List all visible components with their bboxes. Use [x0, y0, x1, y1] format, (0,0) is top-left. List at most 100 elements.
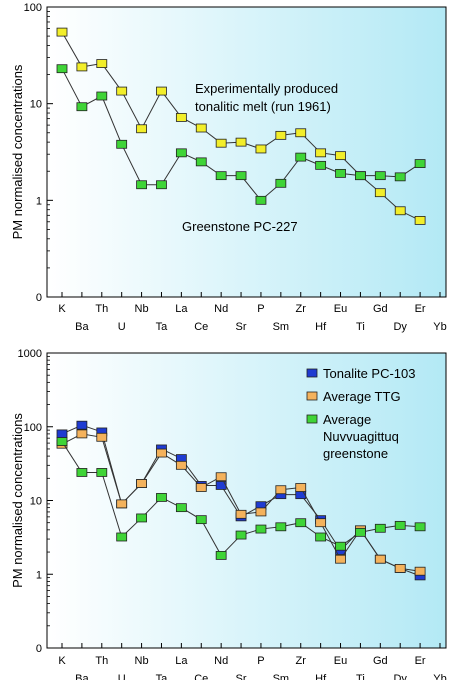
x-tick-label-Dy: Dy: [393, 673, 407, 680]
x-tick-label-Ba: Ba: [75, 321, 89, 333]
annotation-greenstone: Greenstone PC-227: [182, 219, 298, 234]
data-point: [175, 148, 187, 158]
data-point: [156, 448, 167, 458]
data-point: [96, 468, 108, 477]
x-tick-label-Dy: Dy: [393, 321, 407, 333]
y-tick-label: 0: [36, 643, 42, 655]
y-tick-label: 100: [24, 422, 42, 434]
x-tick-label-Er: Er: [415, 303, 426, 315]
plot-area: [46, 6, 447, 298]
data-point: [335, 554, 346, 564]
series-2-3: [56, 437, 426, 560]
chart-panel-1: 0 1 10 100 PM normalised concentrations K Ba Th…: [10, 2, 447, 333]
x-tick-label-Hf: Hf: [315, 673, 327, 680]
data-point: [295, 483, 307, 492]
legend-label-3-line3: greenstone: [323, 446, 388, 461]
data-point: [136, 180, 147, 190]
y-tick-label: 1: [36, 195, 42, 207]
x-tick-label-Zr: Zr: [296, 303, 307, 315]
x-tick-label-U: U: [118, 673, 126, 680]
x-tick-label-Nd: Nd: [214, 655, 228, 667]
y-tick-label: 10: [30, 496, 42, 508]
data-point: [374, 188, 386, 198]
data-point: [195, 157, 207, 167]
annotation-melt-line2: tonalitic melt (run 1961): [195, 99, 331, 114]
data-point: [295, 152, 307, 162]
data-point: [76, 102, 88, 112]
data-point: [275, 485, 287, 495]
data-point: [255, 524, 267, 534]
x-tick-label-Nd: Nd: [214, 303, 228, 315]
x-tick-label-Eu: Eu: [334, 655, 347, 667]
x-tick-label-Th: Th: [95, 655, 108, 667]
data-point: [374, 523, 386, 533]
data-point: [96, 91, 108, 101]
data-point: [156, 86, 167, 96]
x-tick-label-Ba: Ba: [75, 673, 89, 680]
data-point: [215, 551, 227, 560]
data-point: [136, 479, 147, 488]
data-point: [175, 503, 187, 513]
x-tick-label-La: La: [175, 655, 188, 667]
data-point: [335, 541, 346, 551]
x-tick-label-Sm: Sm: [273, 673, 290, 680]
data-point: [335, 151, 346, 161]
x-tick-label-Ti: Ti: [356, 673, 365, 680]
data-point: [116, 499, 128, 509]
legend-swatch-2: [306, 391, 318, 401]
x-tick-label-Th: Th: [95, 303, 108, 315]
data-point: [235, 171, 247, 181]
y-tick-label: 100: [24, 2, 42, 14]
x-tick-label-Gd: Gd: [373, 655, 388, 667]
data-point: [315, 160, 327, 170]
data-point: [175, 460, 187, 470]
x-tick-label-Sr: Sr: [236, 321, 247, 333]
data-point: [295, 518, 307, 528]
x-tick-label-K: K: [58, 303, 66, 315]
y-axis-label: PM normalised concentrations: [10, 64, 25, 239]
data-point: [56, 27, 68, 37]
legend-label-2: Average TTG: [323, 389, 401, 404]
x-tick-label-Er: Er: [415, 655, 426, 667]
data-point: [136, 124, 147, 134]
data-point: [56, 437, 68, 446]
data-point: [255, 195, 267, 205]
data-point: [414, 566, 426, 576]
data-point: [56, 64, 68, 74]
x-tick-label-Zr: Zr: [296, 655, 307, 667]
x-tick-label-P: P: [257, 303, 264, 315]
data-point: [255, 507, 267, 517]
x-tick-label-K: K: [58, 655, 66, 667]
data-point: [136, 513, 147, 523]
data-point: [394, 172, 406, 182]
y-tick-label: 1000: [18, 348, 42, 360]
x-tick-label-U: U: [118, 321, 126, 333]
data-point: [195, 483, 207, 492]
plot-area: [46, 352, 447, 649]
legend-label-1: Tonalite PC-103: [323, 366, 416, 381]
x-tick-label-Nb: Nb: [135, 655, 149, 667]
data-point: [195, 515, 207, 525]
x-tick-label-Yb: Yb: [433, 321, 446, 333]
data-point: [315, 518, 327, 528]
data-point: [275, 522, 287, 532]
data-point: [295, 128, 307, 138]
legend-swatch-1: [306, 368, 318, 378]
data-point: [156, 180, 167, 190]
x-tick-label-Sm: Sm: [273, 321, 290, 333]
x-tick-label-La: La: [175, 303, 188, 315]
data-point: [96, 432, 108, 442]
data-point: [275, 130, 287, 140]
data-point: [195, 123, 207, 133]
legend-swatch-3: [306, 414, 318, 424]
y-tick-label: 10: [30, 99, 42, 111]
legend-label-3: Average: [323, 412, 371, 427]
data-point: [76, 62, 88, 72]
y-tick-label: 1: [36, 569, 42, 581]
x-tick-label-P: P: [257, 655, 264, 667]
data-point: [275, 178, 287, 188]
legend-label-3-line2: Nuvvuagittuq: [323, 429, 399, 444]
data-point: [394, 206, 406, 216]
data-point: [116, 139, 128, 149]
